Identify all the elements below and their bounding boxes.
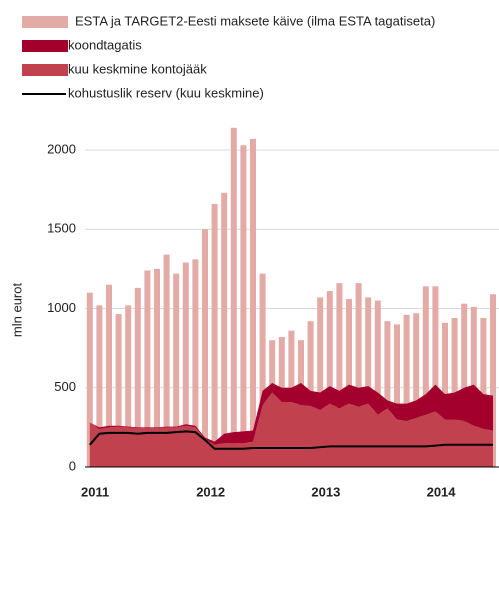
legend-label: ESTA ja TARGET2-Eesti maksete käive (ilm…: [75, 13, 435, 28]
x-tick-label: 2012: [196, 484, 225, 499]
y-tick-label: 0: [69, 458, 76, 473]
bar: [403, 314, 410, 467]
bar: [96, 305, 103, 467]
bar: [182, 262, 189, 467]
bar: [192, 259, 199, 467]
area: [89, 392, 494, 467]
bar: [413, 313, 420, 467]
legend-label: kuu keskmine kontojääk: [68, 61, 207, 76]
x-tick-label: 2013: [311, 484, 340, 499]
bar: [355, 283, 362, 467]
bar: [326, 291, 333, 467]
legend-swatch: [22, 64, 68, 76]
bar: [346, 298, 352, 467]
bar: [154, 268, 160, 467]
y-tick-label: 1000: [47, 300, 76, 315]
x-tick-label: 2014: [427, 484, 457, 499]
bar: [115, 314, 122, 467]
bar: [490, 294, 496, 467]
bar: [202, 229, 208, 467]
bar: [106, 284, 112, 467]
bar: [230, 127, 237, 467]
bar: [480, 318, 487, 467]
bar: [125, 305, 132, 467]
bar: [365, 297, 372, 467]
bar: [394, 324, 400, 467]
bar: [432, 286, 439, 467]
bar: [240, 145, 247, 467]
bar: [163, 254, 170, 467]
line: [89, 430, 493, 450]
bar: [336, 283, 343, 467]
y-tick-label: 1500: [47, 221, 76, 236]
bar: [422, 286, 429, 467]
bar: [250, 138, 256, 467]
bar: [221, 192, 228, 468]
bar: [134, 287, 141, 467]
legend-swatch: [22, 40, 68, 52]
bar: [259, 273, 266, 467]
area: [89, 382, 494, 445]
legend-swatch: [22, 16, 68, 28]
bar: [86, 292, 93, 467]
bar: [173, 273, 180, 467]
bar: [461, 303, 468, 467]
bar: [384, 321, 391, 467]
y-tick-label: 2000: [47, 141, 76, 156]
bar: [317, 297, 324, 467]
x-tick-label: 2011: [81, 484, 109, 499]
legend-label: koondtagatis: [68, 37, 142, 52]
bar: [211, 203, 218, 467]
y-axis-label: mln eurot: [9, 283, 24, 338]
y-tick-label: 500: [54, 379, 76, 394]
bar: [144, 270, 151, 467]
legend-label: kohustuslik reserv (kuu keskmine): [68, 85, 264, 100]
bar: [374, 300, 381, 467]
